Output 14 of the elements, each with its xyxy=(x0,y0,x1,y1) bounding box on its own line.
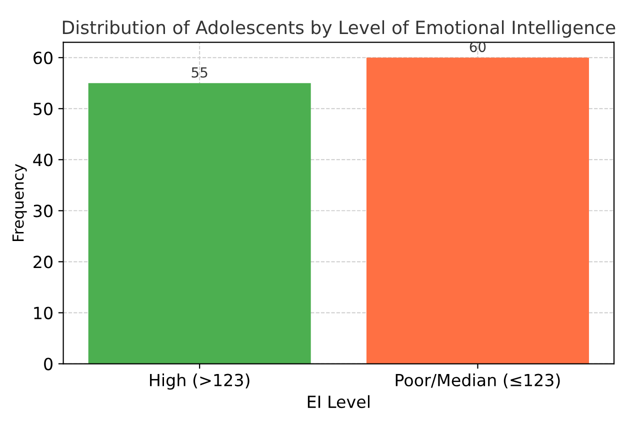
y-tick-label: 50 xyxy=(34,102,52,116)
y-tick-label: 10 xyxy=(34,306,52,320)
y-tick-label: 20 xyxy=(34,256,52,268)
y-tick-label: 0 xyxy=(44,358,52,370)
y-tick-label: 60 xyxy=(34,52,52,64)
data-label: 60 xyxy=(470,42,486,52)
x-tick-label: High (>123) xyxy=(150,374,250,390)
data-label: 55 xyxy=(192,67,208,78)
y-tick-label: 40 xyxy=(33,154,52,166)
x-axis-title: EI Level xyxy=(308,395,370,408)
chart-title: Distribution of Adolescents by Level of Emotional Intelligence xyxy=(62,20,616,38)
y-tick-label: 30 xyxy=(34,204,52,218)
x-tick-label: Poor/Median (≤123) xyxy=(396,374,560,388)
y-axis-title: Frequency xyxy=(12,164,27,242)
